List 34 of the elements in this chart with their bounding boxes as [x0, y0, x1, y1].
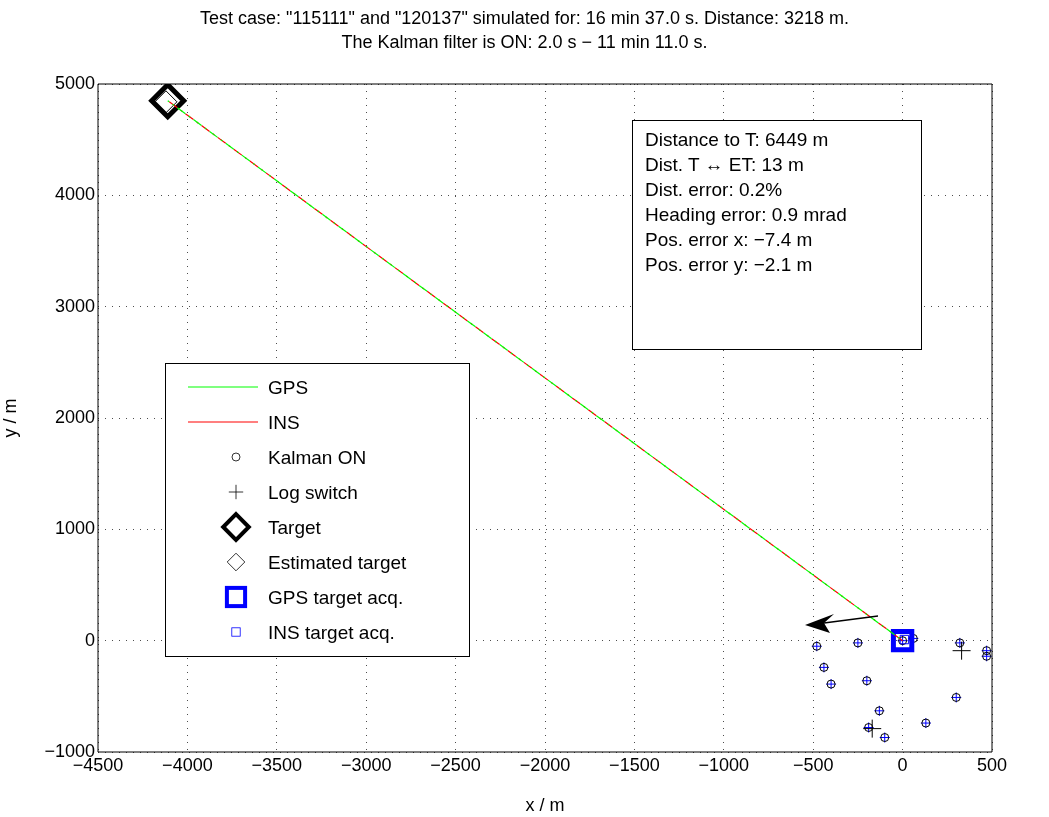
legend-label: Estimated target [268, 551, 407, 574]
y-tick-label: 1000 [54, 518, 95, 539]
x-tick-label: 500 [976, 754, 1008, 775]
annotation: Dist. error: 0.2% [645, 178, 784, 202]
x-tick-label: −4000 [162, 754, 213, 775]
y-tick-label: 3000 [54, 295, 95, 316]
x-tick-label: −3500 [251, 754, 303, 775]
y-tick-label: 2000 [54, 406, 95, 427]
x-tick-label: −500 [792, 754, 834, 775]
y-axis-title: y / m [0, 398, 20, 438]
annotation: Pos. error y: −2.1 m [645, 253, 814, 277]
annotation: Heading error: 0.9 mrad [645, 203, 848, 227]
y-tick-label: 4000 [54, 184, 95, 205]
annotation: Distance to T: 6449 m [645, 128, 830, 152]
x-tick-label: −2000 [519, 754, 571, 775]
x-tick-label: −1500 [609, 754, 660, 775]
x-tick-label: −2500 [430, 754, 481, 775]
legend-label: Target [268, 516, 321, 539]
x-axis-title: x / m [525, 795, 565, 816]
legend-label: INS [268, 411, 300, 434]
chart-title: Test case: "115111" and "120137" simulated for: 16 min 37.0 s. Distance: 3218 m. [199, 8, 850, 29]
legend-label: GPS [268, 376, 309, 399]
legend-label: Kalman ON [268, 446, 367, 469]
y-tick-label: 5000 [54, 72, 95, 93]
legend-label: GPS target acq. [268, 586, 404, 609]
legend-label: Log switch [268, 481, 358, 504]
annotation: Dist. T ↔ ET: 13 m [645, 153, 805, 177]
chart-subtitle: The Kalman filter is ON: 2.0 s − 11 min 11.0 s. [340, 32, 709, 53]
x-tick-label: −1000 [698, 754, 750, 775]
annotation: Pos. error x: −7.4 m [645, 228, 814, 252]
x-tick-label: −3000 [340, 754, 392, 775]
x-tick-label: 0 [897, 754, 908, 775]
y-tick-label: 0 [84, 629, 95, 650]
legend-label: INS target acq. [268, 621, 395, 644]
